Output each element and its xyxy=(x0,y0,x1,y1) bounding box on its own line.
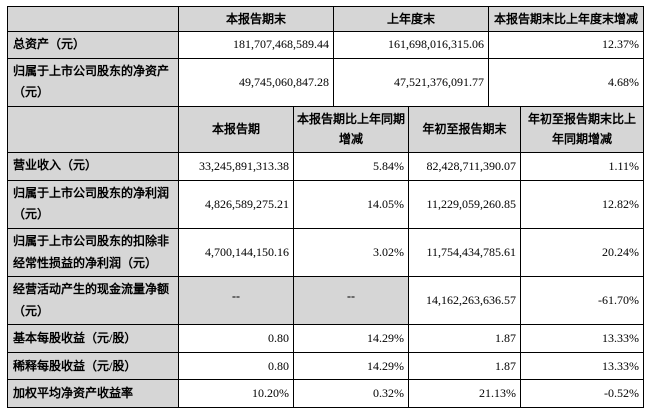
value-cell: 181,707,468,589.44 xyxy=(178,31,334,59)
row-label: 营业收入（元） xyxy=(7,151,179,181)
not-applicable-cell: -- xyxy=(293,276,409,326)
value-cell: 11,229,059,260.85 xyxy=(408,179,521,229)
balance-sheet-summary-table: 本报告期末 上年度末 本报告期末比上年度末增减 总资产（元） 181,707,468,5… xyxy=(7,6,644,107)
key-financial-data-table: 本报告期末 上年度末 本报告期末比上年度末增减 总资产（元） 181,707,468,5… xyxy=(7,6,644,409)
table-row: 总资产（元） 181,707,468,589.44 161,698,016,315.… xyxy=(7,31,644,59)
row-label: 加权平均净资产收益率 xyxy=(7,379,179,409)
value-cell: -61.70% xyxy=(520,276,644,326)
value-cell: 21.13% xyxy=(408,379,521,409)
table-row: 归属于上市公司股东的扣除非经常性损益的净利润（元） 4,700,144,150.1… xyxy=(7,227,644,278)
column-header: 本报告期比上年同期增减 xyxy=(293,105,409,153)
value-cell: 0.32% xyxy=(293,379,409,409)
value-cell: 1.11% xyxy=(520,151,644,181)
column-header: 本报告期 xyxy=(178,105,294,153)
value-cell: 161,698,016,315.06 xyxy=(333,31,489,59)
value-cell: 14.29% xyxy=(293,352,409,381)
row-label: 基本每股收益（元/股） xyxy=(7,324,179,354)
table-row: 归属于上市公司股东的净利润（元） 4,826,589,275.21 14.05% 11… xyxy=(7,179,644,229)
value-cell: 13.33% xyxy=(520,324,644,354)
column-header: 上年度末 xyxy=(333,6,489,32)
value-cell: 20.24% xyxy=(520,227,644,278)
value-cell: 14.05% xyxy=(293,179,409,229)
value-cell: 47,521,376,091.77 xyxy=(333,57,489,107)
value-cell: 1.87 xyxy=(408,352,521,381)
table-row: 稀释每股收益（元/股） 0.80 14.29% 1.87 13.33% xyxy=(7,352,644,381)
value-cell: 10.20% xyxy=(178,379,294,409)
row-label: 归属于上市公司股东的净利润（元） xyxy=(7,179,179,229)
value-cell: 0.80 xyxy=(178,352,294,381)
value-cell: 14.29% xyxy=(293,324,409,354)
corner-cell xyxy=(7,105,179,153)
table-row: 经营活动产生的现金流量净额（元） -- -- 14,162,263,636.57 -61… xyxy=(7,276,644,326)
row-label: 稀释每股收益（元/股） xyxy=(7,352,179,381)
row-label: 总资产（元） xyxy=(7,31,179,59)
header-row: 本报告期 本报告期比上年同期增减 年初至报告期末 年初至报告期末比上年同期增减 xyxy=(7,105,644,153)
table-row: 基本每股收益（元/股） 0.80 14.29% 1.87 13.33% xyxy=(7,324,644,354)
value-cell: 4,700,144,150.16 xyxy=(178,227,294,278)
value-cell: 0.80 xyxy=(178,324,294,354)
value-cell: 14,162,263,636.57 xyxy=(408,276,521,326)
value-cell: 4,826,589,275.21 xyxy=(178,179,294,229)
row-label: 经营活动产生的现金流量净额（元） xyxy=(7,276,179,326)
value-cell: 33,245,891,313.38 xyxy=(178,151,294,181)
column-header: 本报告期末比上年度末增减 xyxy=(488,6,644,32)
value-cell: 5.84% xyxy=(293,151,409,181)
value-cell: 11,754,434,785.61 xyxy=(408,227,521,278)
header-row: 本报告期末 上年度末 本报告期末比上年度末增减 xyxy=(7,6,644,32)
column-header: 年初至报告期末比上年同期增减 xyxy=(520,105,644,153)
value-cell: 82,428,711,390.07 xyxy=(408,151,521,181)
value-cell: 12.37% xyxy=(488,31,644,59)
value-cell: 4.68% xyxy=(488,57,644,107)
row-label: 归属于上市公司股东的净资产（元） xyxy=(7,57,179,107)
value-cell: 12.82% xyxy=(520,179,644,229)
column-header: 年初至报告期末 xyxy=(408,105,521,153)
value-cell: 1.87 xyxy=(408,324,521,354)
not-applicable-cell: -- xyxy=(178,276,294,326)
value-cell: 13.33% xyxy=(520,352,644,381)
value-cell: 49,745,060,847.28 xyxy=(178,57,334,107)
income-statement-summary-table: 本报告期 本报告期比上年同期增减 年初至报告期末 年初至报告期末比上年同期增减 营业收入… xyxy=(7,105,644,409)
column-header: 本报告期末 xyxy=(178,6,334,32)
row-label: 归属于上市公司股东的扣除非经常性损益的净利润（元） xyxy=(7,227,179,278)
table-row: 加权平均净资产收益率 10.20% 0.32% 21.13% -0.52% xyxy=(7,379,644,409)
value-cell: 3.02% xyxy=(293,227,409,278)
corner-cell xyxy=(7,6,179,32)
value-cell: -0.52% xyxy=(520,379,644,409)
table-row: 归属于上市公司股东的净资产（元） 49,745,060,847.28 47,521,… xyxy=(7,57,644,107)
table-row: 营业收入（元） 33,245,891,313.38 5.84% 82,428,711,… xyxy=(7,151,644,181)
